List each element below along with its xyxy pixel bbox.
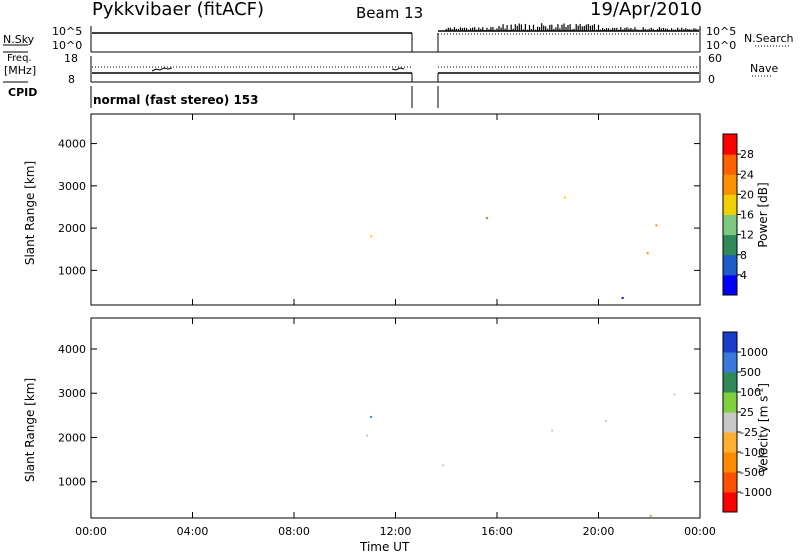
date-label: 19/Apr/2010 [590, 0, 702, 20]
scatter-cell [563, 196, 566, 199]
nsky-spikes [445, 23, 701, 31]
colorbar-tick-label: 8 [740, 249, 747, 262]
colorbar-tick-label: 24 [740, 168, 754, 181]
colorbar-tick-label: 20 [740, 188, 754, 201]
scatter-cell [646, 252, 649, 255]
scatter-cell [485, 217, 488, 220]
scatter-cell [673, 393, 676, 396]
colorbar-tick-label: -100 [740, 446, 765, 459]
noise-tick-left-top: 10^5 [52, 25, 83, 38]
ytick-label: 3000 [58, 180, 86, 193]
velocity-data-gap [412, 318, 438, 518]
colorbar-tick-label: 12 [740, 229, 754, 242]
ytick-label: 2000 [58, 222, 86, 235]
ytick-label: 1000 [58, 476, 86, 489]
colorbar-swatch [723, 214, 737, 236]
colorbar-tick-label: 28 [740, 148, 754, 161]
colorbar-swatch [723, 134, 737, 155]
cpid-label: CPID [8, 86, 38, 99]
xtick-label: 08:00 [278, 525, 310, 538]
ytick-label: 4000 [58, 138, 86, 151]
colorbar-swatch [723, 194, 737, 215]
nsearch-label: N.Search [744, 32, 794, 45]
scatter-cell [649, 514, 652, 517]
scatter-cell [365, 434, 368, 437]
ytick-label: 1000 [58, 264, 86, 277]
scatter-cell [370, 415, 373, 418]
power-panel: 1000 2000 3000 4000 [58, 113, 701, 306]
nave-tick-bottom: 0 [708, 73, 715, 86]
xtick-label: 20:00 [583, 525, 615, 538]
colorbar-swatch [723, 234, 737, 256]
freq-panel [3, 51, 772, 83]
beam-label: Beam 13 [356, 4, 424, 22]
ytick-label: 4000 [58, 343, 86, 356]
xtick-label: 16:00 [481, 525, 513, 538]
colorbar-swatch [723, 332, 737, 353]
colorbar-frame [722, 331, 738, 513]
freq-wiggle-2 [391, 67, 405, 71]
colorbar-swatch [723, 254, 737, 276]
colorbar-tick-label: 25 [740, 406, 754, 419]
velocity-scatter [365, 393, 676, 517]
power-colorbar: 4 8 12 16 20 24 28 [722, 133, 754, 296]
noise-panel [3, 23, 790, 53]
colorbar-tick-label: -25 [740, 426, 758, 439]
colorbar-swatch [723, 154, 737, 175]
noise-tick-right-bottom: 10^0 [706, 39, 737, 52]
xtick-label: 04:00 [177, 525, 209, 538]
power-data-gap [412, 114, 438, 305]
xtick-label: 00:00 [75, 525, 107, 538]
colorbar-tick-label: 16 [740, 209, 754, 222]
velocity-frame [90, 317, 701, 519]
scatter-cell [551, 429, 554, 432]
velocity-panel: 1000 2000 3000 4000 00:00 04:00 08:00 12:00 16:… [58, 114, 716, 538]
colorbar-swatch [723, 412, 737, 433]
colorbar-swatch [723, 352, 737, 373]
freq-wiggle-1 [151, 67, 173, 72]
colorbar-tick-label: -1000 [740, 486, 772, 499]
freq-tick-top: 18 [64, 52, 78, 65]
scatter-cell [370, 235, 373, 238]
velocity-colorbar: -1000 -500 -100 -25 25 100 500 1000 [722, 331, 772, 513]
power-frame [90, 113, 701, 306]
velocity-yticks: 1000 2000 3000 4000 [58, 343, 700, 489]
colorbar-swatch [723, 274, 737, 296]
nsky-label: N.Sky [3, 33, 35, 46]
nave-tick-top: 60 [708, 52, 722, 65]
scatter-cell [621, 297, 624, 299]
time-axis-ticks: 00:00 04:00 08:00 12:00 16:00 20:00 00:00 [75, 114, 716, 538]
colorbar-tick-label: -500 [740, 466, 765, 479]
noise-tick-right-top: 10^5 [706, 25, 737, 38]
scatter-cell [442, 464, 445, 467]
xtick-label: 12:00 [380, 525, 412, 538]
cpid-value: normal (fast stereo) 153 [93, 93, 259, 107]
colorbar-swatch [723, 392, 737, 413]
freq-unit-label: [MHz] [4, 64, 37, 77]
freq-label: Freq. [7, 53, 32, 64]
power-yticks: 1000 2000 3000 4000 [58, 138, 700, 277]
colorbar-swatch [723, 174, 737, 195]
colorbar-swatch [723, 492, 737, 513]
colorbar-swatch [723, 372, 737, 393]
colorbar-tick-label: 4 [740, 269, 747, 282]
noise-tick-left-bottom: 10^0 [52, 39, 83, 52]
chart-title: Pykkvibaer (fitACF) [92, 0, 265, 20]
colorbar-swatch [723, 452, 737, 473]
colorbar-tick-label: 500 [740, 366, 761, 379]
freq-tick-bottom: 8 [68, 73, 75, 86]
nave-label: Nave [750, 62, 779, 75]
colorbar-tick-label: 1000 [740, 346, 768, 359]
scatter-cell [655, 224, 658, 227]
ytick-label: 2000 [58, 431, 86, 444]
cpid-panel [90, 86, 439, 108]
scatter-cell [604, 420, 607, 423]
xaxis-label: Time UT [360, 540, 410, 554]
colorbar-tick-label: 100 [740, 386, 761, 399]
xtick-label: 00:00 [684, 525, 716, 538]
colorbar-swatch [723, 432, 737, 453]
colorbar-swatch [723, 472, 737, 493]
ytick-label: 3000 [58, 387, 86, 400]
